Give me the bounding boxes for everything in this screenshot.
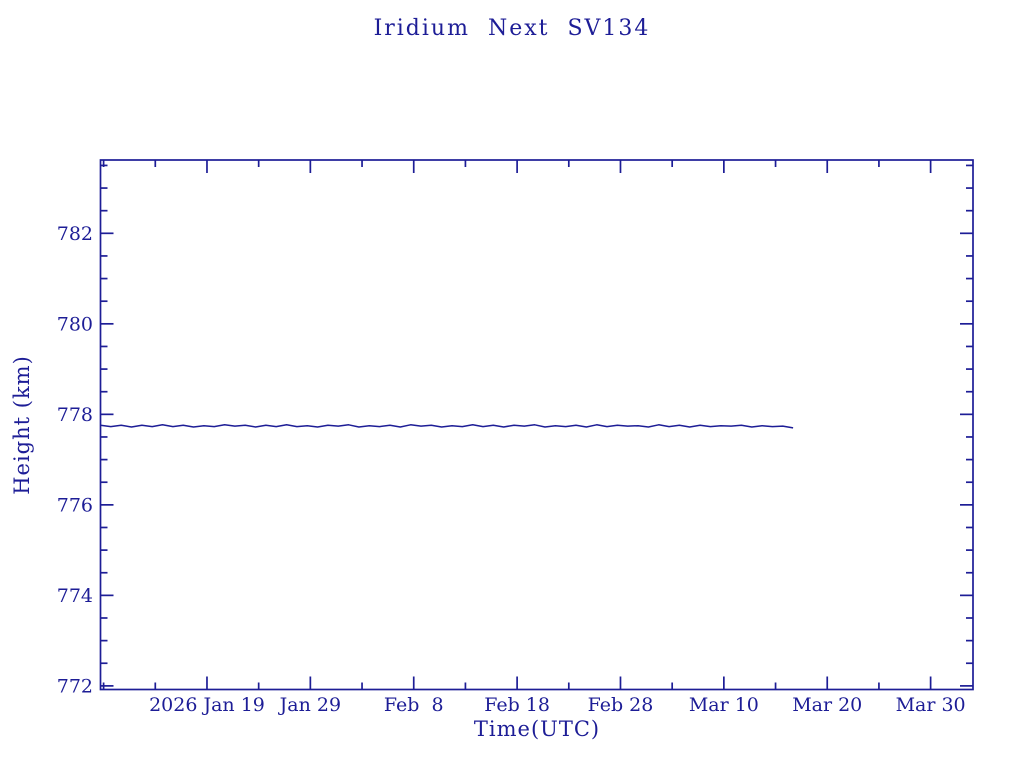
- x-tick-label: Mar 10: [689, 694, 759, 716]
- x-tick-label: Feb 28: [588, 694, 654, 716]
- chart-title: Iridium Next SV134: [373, 16, 651, 41]
- x-tick-label: Mar 30: [896, 694, 966, 716]
- y-tick-label: 778: [57, 404, 93, 426]
- x-tick-label: Jan 29: [278, 694, 341, 716]
- y-tick-label: 776: [57, 494, 93, 516]
- x-tick-label: 2026 Jan 19: [149, 694, 265, 716]
- x-axis-label: Time(UTC): [473, 717, 601, 741]
- axis-frame: [99, 159, 974, 691]
- y-tick-label: 780: [57, 313, 93, 335]
- x-tick-label: Mar 20: [792, 694, 862, 716]
- y-tick-label: 782: [57, 223, 93, 245]
- y-tick-label: 772: [57, 675, 93, 697]
- x-tick-label: Feb 8: [384, 694, 444, 716]
- y-tick-label: 774: [57, 585, 93, 607]
- x-tick-label: Feb 18: [484, 694, 550, 716]
- data-line: [100, 424, 794, 429]
